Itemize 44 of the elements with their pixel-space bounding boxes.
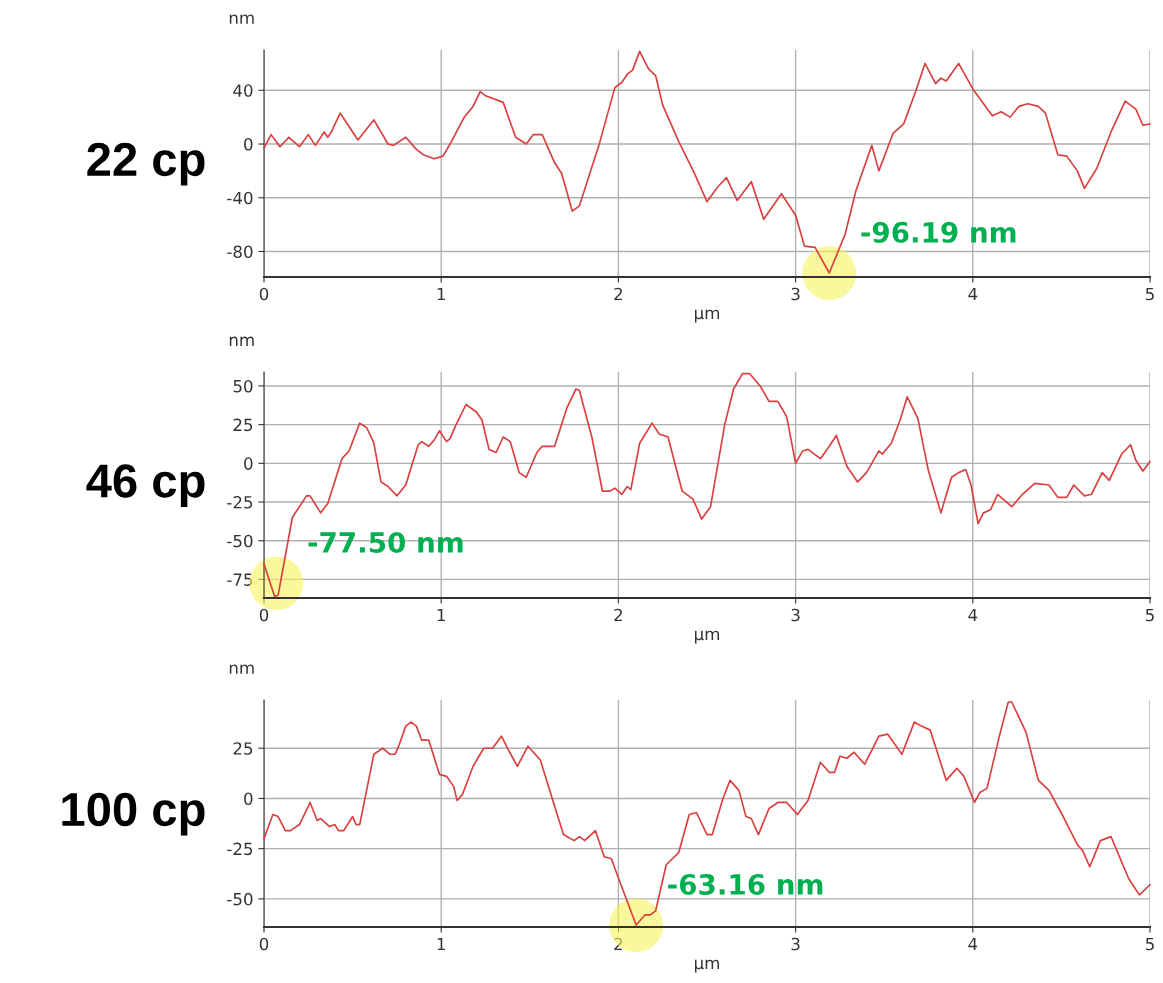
annotation: -63.16 nm: [668, 873, 823, 895]
text: 100 cp: [62, 792, 205, 836]
x-tick-label: 5: [1145, 937, 1154, 951]
x-tick-label: 2: [614, 608, 623, 622]
x-tick-label: 0: [259, 937, 269, 951]
text: 46 cp: [86, 464, 205, 508]
line-series: [263, 50, 1151, 274]
annotation: -77.50 nm: [308, 531, 463, 553]
x-tick-label: 0: [259, 287, 269, 301]
y-axis-title: nm: [229, 336, 254, 346]
x-tick-label: 3: [791, 287, 800, 301]
y-tick-label: -25: [227, 495, 253, 509]
y-tick-label: 25: [233, 418, 253, 432]
y-tick-label: -25: [227, 842, 253, 856]
x-tick-label: 3: [791, 937, 800, 951]
y-tick-label: 0: [244, 792, 253, 805]
x-axis-title: µm: [695, 630, 719, 644]
annotation: -96.19 nm: [861, 221, 1016, 243]
x-tick-label: 1: [437, 937, 445, 951]
y-tick-label: 25: [233, 742, 253, 755]
x-tick-label: 0: [259, 608, 269, 622]
y-tick-label: 50: [233, 379, 253, 393]
x-tick-label: 5: [1145, 287, 1154, 301]
x-tick-label: 4: [968, 937, 978, 951]
y-tick-label: -40: [227, 191, 253, 205]
y-tick-label: -75: [227, 573, 253, 586]
x-axis-title: µm: [695, 309, 719, 323]
y-tick-label: -80: [227, 245, 253, 259]
x-tick-label: 2: [614, 287, 623, 301]
x-tick-label: 1: [437, 608, 445, 622]
y-tick-label: 40: [233, 84, 253, 97]
x-axis-title: µm: [695, 959, 719, 973]
y-tick-label: 0: [244, 137, 253, 151]
y-axis-title: nm: [229, 664, 254, 674]
y-axis-title: nm: [229, 14, 254, 24]
x-tick-label: 5: [1145, 608, 1154, 622]
y-tick-label: -50: [227, 534, 253, 548]
text: 22 cp: [87, 142, 205, 186]
y-tick-label: -50: [227, 892, 253, 906]
x-tick-label: 4: [968, 287, 978, 301]
x-tick-label: 3: [791, 608, 800, 622]
y-tick-label: 0: [244, 457, 253, 470]
x-tick-label: 1: [437, 287, 445, 301]
x-tick-label: 4: [968, 608, 978, 622]
